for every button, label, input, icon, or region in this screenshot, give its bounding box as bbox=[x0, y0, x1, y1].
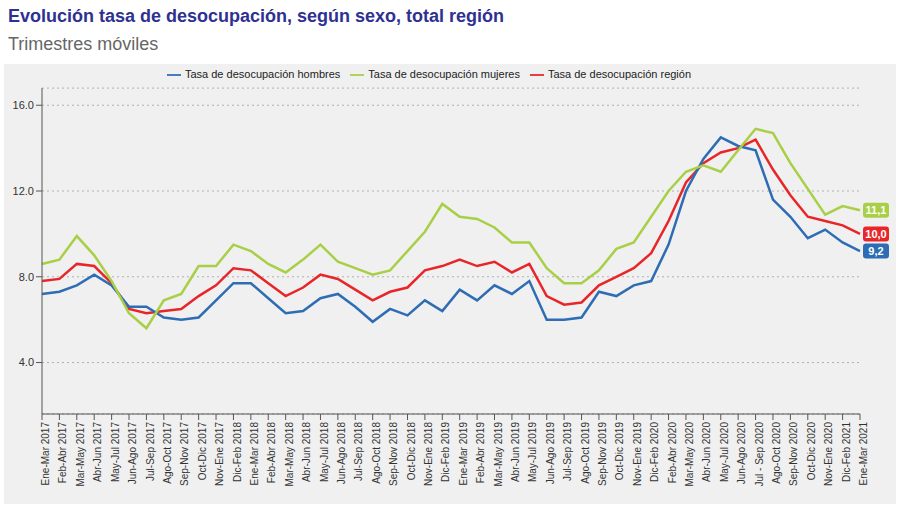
svg-text:Nov-Ene 2020: Nov-Ene 2020 bbox=[823, 422, 834, 486]
svg-text:Jun-Ago 2018: Jun-Ago 2018 bbox=[336, 422, 347, 485]
svg-text:Feb-Abr 2017: Feb-Abr 2017 bbox=[58, 422, 69, 484]
svg-text:Nov-Ene 2019: Nov-Ene 2019 bbox=[632, 422, 643, 486]
svg-text:Sep-Nov 2020: Sep-Nov 2020 bbox=[788, 422, 799, 486]
svg-text:Sep-Nov 2018: Sep-Nov 2018 bbox=[388, 422, 399, 486]
svg-text:12.0: 12.0 bbox=[13, 185, 34, 197]
svg-text:8.0: 8.0 bbox=[19, 271, 34, 283]
svg-text:May-Jul 2020: May-Jul 2020 bbox=[719, 422, 730, 482]
svg-text:Nov-Ene 2017: Nov-Ene 2017 bbox=[214, 422, 225, 486]
svg-text:Oct-Dic 2017: Oct-Dic 2017 bbox=[197, 422, 208, 481]
svg-text:Dic-Feb 2018: Dic-Feb 2018 bbox=[232, 422, 243, 482]
svg-text:Oct-Dic 2018: Oct-Dic 2018 bbox=[406, 422, 417, 481]
svg-text:Jul-Sep 2019: Jul-Sep 2019 bbox=[562, 422, 573, 481]
svg-text:Dic-Feb 2020: Dic-Feb 2020 bbox=[649, 422, 660, 482]
svg-text:Jul-Sep 2018: Jul-Sep 2018 bbox=[353, 422, 364, 481]
svg-text:Jul - Sep 2020: Jul - Sep 2020 bbox=[754, 422, 765, 487]
html-text:Trimestres móviles: Trimestres móviles bbox=[8, 34, 159, 54]
svg-text:Ene-Mar 2021: Ene-Mar 2021 bbox=[858, 422, 869, 486]
svg-text:Jun-Ago 2017: Jun-Ago 2017 bbox=[127, 422, 138, 485]
svg-text:Feb-Abr 2019: Feb-Abr 2019 bbox=[475, 422, 486, 484]
svg-text:Abr-Jun 2017: Abr-Jun 2017 bbox=[92, 422, 103, 482]
svg-text:Ene-Mar 2018: Ene-Mar 2018 bbox=[249, 422, 260, 486]
svg-text:Dic-Feb 2021: Dic-Feb 2021 bbox=[841, 422, 852, 482]
svg-text:9,2: 9,2 bbox=[868, 245, 883, 257]
svg-text:Abr-Jun 2020: Abr-Jun 2020 bbox=[701, 422, 712, 482]
svg-text:11,1: 11,1 bbox=[866, 204, 887, 216]
svg-text:May-Jul 2017: May-Jul 2017 bbox=[110, 422, 121, 482]
svg-text:Mar-May 2019: Mar-May 2019 bbox=[493, 422, 504, 487]
svg-text:Ago-Oct 2020: Ago-Oct 2020 bbox=[771, 422, 782, 484]
svg-text:Dic-Feb 2019: Dic-Feb 2019 bbox=[440, 422, 451, 482]
svg-text:Mar-May 2017: Mar-May 2017 bbox=[75, 422, 86, 487]
svg-text:Mar-May 2020: Mar-May 2020 bbox=[684, 422, 695, 487]
svg-text:Jun-Ago 2020: Jun-Ago 2020 bbox=[736, 422, 747, 485]
svg-text:May-Jul 2019: May-Jul 2019 bbox=[527, 422, 538, 482]
svg-text:Nov-Ene 2018: Nov-Ene 2018 bbox=[423, 422, 434, 486]
svg-text:Ago-Oct 2019: Ago-Oct 2019 bbox=[580, 422, 591, 484]
svg-text:Oct-Dic 2019: Oct-Dic 2019 bbox=[614, 422, 625, 481]
svg-text:Feb-Abr 2018: Feb-Abr 2018 bbox=[266, 422, 277, 484]
html-text:Tasa de desocupación hombres: Tasa de desocupación hombres bbox=[185, 68, 341, 80]
svg-text:Abr-Jun 2019: Abr-Jun 2019 bbox=[510, 422, 521, 482]
html-text:Evolución tasa de desocupación: Evolución tasa de desocupación, según se… bbox=[8, 6, 505, 26]
svg-text:4.0: 4.0 bbox=[19, 356, 34, 368]
svg-text:Ene-Mar 2017: Ene-Mar 2017 bbox=[40, 422, 51, 486]
svg-text:16.0: 16.0 bbox=[13, 99, 34, 111]
svg-text:Oct-Dic 2020: Oct-Dic 2020 bbox=[806, 422, 817, 481]
html-text:Tasa de desocupación región: Tasa de desocupación región bbox=[547, 68, 691, 80]
svg-text:Jul-Sep 2017: Jul-Sep 2017 bbox=[145, 422, 156, 481]
svg-text:Feb-Abr 2020: Feb-Abr 2020 bbox=[667, 422, 678, 484]
svg-text:Sep-Nov 2017: Sep-Nov 2017 bbox=[179, 422, 190, 486]
svg-text:May-Jul 2018: May-Jul 2018 bbox=[319, 422, 330, 482]
svg-text:Ago-Oct 2018: Ago-Oct 2018 bbox=[371, 422, 382, 484]
svg-text:Abr-Jun 2018: Abr-Jun 2018 bbox=[301, 422, 312, 482]
svg-text:Sep-Nov 2019: Sep-Nov 2019 bbox=[597, 422, 608, 486]
html-text:Tasa de desocupación mujeres: Tasa de desocupación mujeres bbox=[368, 68, 520, 80]
svg-text:Jun-Ago 2019: Jun-Ago 2019 bbox=[545, 422, 556, 485]
svg-text:Ago-Oct 2017: Ago-Oct 2017 bbox=[162, 422, 173, 484]
svg-text:Mar-May 2018: Mar-May 2018 bbox=[284, 422, 295, 487]
svg-text:Ene-Mar 2019: Ene-Mar 2019 bbox=[458, 422, 469, 486]
svg-text:10,0: 10,0 bbox=[865, 228, 886, 240]
